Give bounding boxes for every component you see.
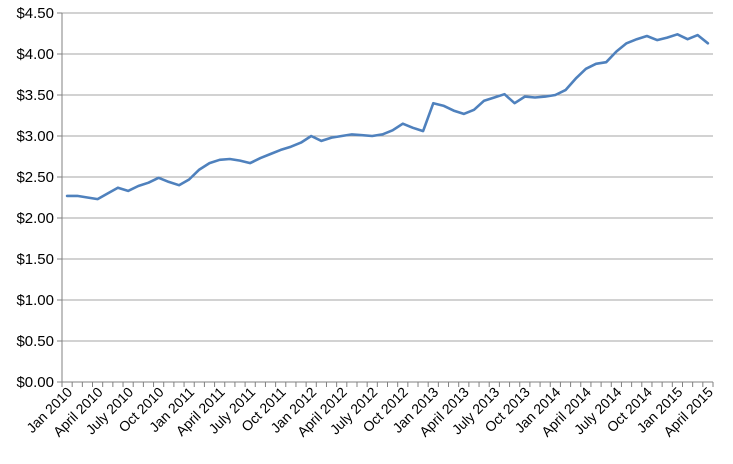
y-tick-label: $3.00 — [16, 128, 54, 145]
axes — [61, 13, 713, 383]
data-series-line — [65, 32, 710, 201]
gridlines — [62, 12, 713, 342]
y-tick-label: $4.00 — [16, 46, 54, 63]
y-tick-label: $0.50 — [16, 333, 54, 350]
x-axis-ticks — [61, 382, 714, 387]
y-tick-label: $1.00 — [16, 292, 54, 309]
y-tick-label: $3.50 — [16, 87, 54, 104]
y-tick-label: $0.00 — [16, 374, 54, 391]
y-tick-label: $4.50 — [16, 5, 54, 22]
y-axis-ticks — [57, 12, 62, 383]
y-tick-label: $2.00 — [16, 210, 54, 227]
y-tick-label: $2.50 — [16, 169, 54, 186]
y-axis-labels: $0.00 $0.50 $1.00 $1.50 $2.00 $2.50 $3.00 $3.50… — [16, 5, 54, 391]
y-tick-label: $1.50 — [16, 251, 54, 268]
